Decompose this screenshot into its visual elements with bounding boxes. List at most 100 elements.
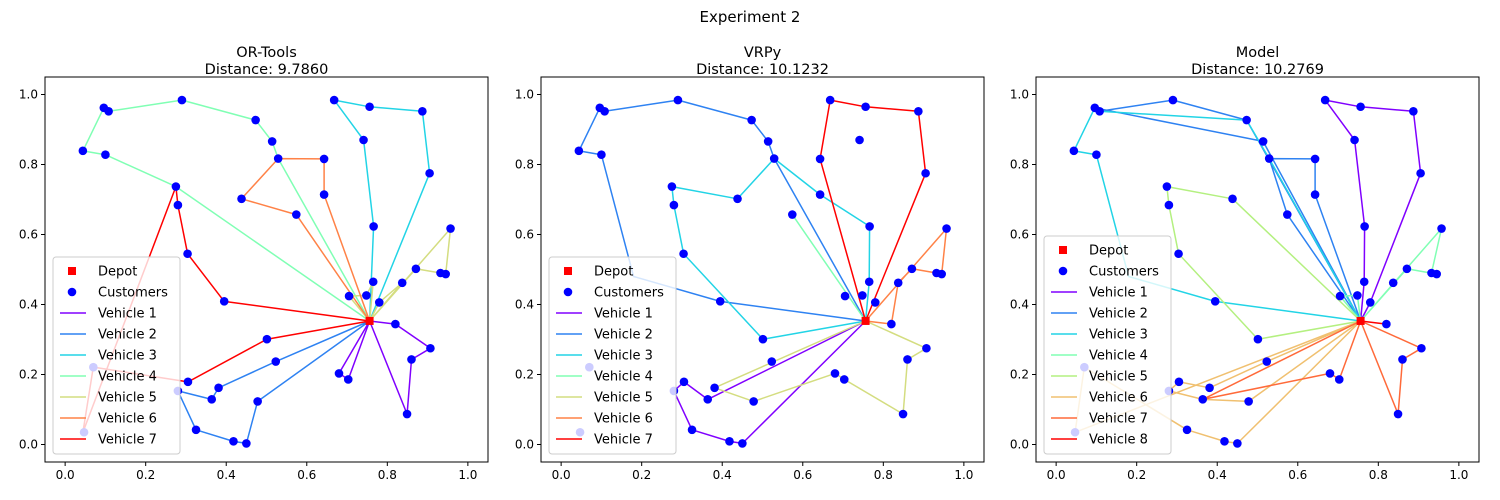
customer-point — [1262, 357, 1272, 366]
legend-label: Vehicle 6 — [594, 412, 653, 427]
customer-point — [1228, 194, 1237, 204]
legend-label: Vehicle 7 — [98, 433, 157, 448]
customer-point — [1388, 278, 1398, 288]
customer-point — [1360, 222, 1369, 231]
customer-point — [411, 264, 421, 274]
customer-point — [183, 249, 192, 259]
x-tick-label: 0.8 — [874, 468, 893, 482]
customer-point — [319, 190, 329, 199]
depot-marker — [861, 316, 870, 325]
customer-point — [1233, 439, 1242, 448]
customer-point — [1382, 319, 1391, 329]
legend-label: Depot — [98, 265, 137, 280]
customer-point — [365, 102, 374, 112]
customer-point — [273, 154, 283, 163]
y-tick-label: 1.0 — [515, 88, 534, 102]
customer-point — [374, 298, 384, 307]
customer-point — [1182, 425, 1192, 435]
customer-point — [574, 146, 584, 156]
chart-subtitle: Distance: 10.2769 — [1191, 62, 1324, 78]
customer-point — [1417, 343, 1426, 353]
customer-point — [344, 291, 354, 301]
customer-point — [104, 107, 113, 116]
legend-label: Vehicle 3 — [594, 349, 653, 364]
customer-point — [1334, 375, 1344, 384]
customer-point — [1205, 383, 1214, 393]
legend-box — [548, 256, 677, 455]
customer-point — [397, 278, 407, 288]
customer-point — [267, 137, 277, 146]
customer-point — [1353, 291, 1362, 300]
route-line-vehicle-3 — [1073, 107, 1362, 322]
legend-label: Vehicle 1 — [1089, 286, 1148, 301]
customer-point — [1242, 115, 1251, 125]
customer-point — [207, 395, 217, 404]
chart-subtitle: Distance: 9.7860 — [205, 62, 329, 78]
depot-marker — [1356, 316, 1365, 325]
customer-point — [600, 107, 609, 116]
depot-marker — [365, 316, 374, 325]
legend-depot-marker — [1059, 246, 1067, 254]
customer-point — [864, 277, 874, 287]
customer-point — [242, 439, 251, 448]
customer-point — [1164, 200, 1174, 210]
customer-point — [1310, 190, 1320, 199]
customer-point — [858, 291, 867, 300]
legend-label: Vehicle 5 — [594, 391, 653, 406]
customer-point — [914, 107, 923, 116]
customer-point — [253, 397, 262, 406]
y-tick-label: 0.0 — [1010, 438, 1029, 452]
customer-point — [171, 182, 181, 191]
customer-point — [1069, 146, 1079, 156]
customer-point — [1220, 437, 1229, 446]
y-tick-label: 0.6 — [1010, 228, 1029, 242]
x-tick-label: 1.0 — [954, 468, 973, 482]
y-tick-label: 0.0 — [19, 438, 38, 452]
legend-box — [1043, 235, 1172, 455]
customer-point — [369, 222, 378, 231]
legend-label: Vehicle 6 — [98, 412, 157, 427]
x-tick-label: 0.0 — [552, 468, 571, 482]
customer-point — [703, 395, 713, 404]
customer-point — [214, 383, 223, 393]
customer-point — [183, 377, 193, 387]
customer-point — [1350, 135, 1359, 145]
y-tick-label: 1.0 — [1010, 88, 1029, 102]
customer-point — [1356, 102, 1365, 112]
axes-frame — [1035, 76, 1480, 463]
legend-depot-marker — [68, 267, 76, 275]
customer-point — [830, 369, 840, 378]
legend-label: Vehicle 4 — [1089, 349, 1148, 364]
customer-point — [903, 355, 912, 364]
y-tick-label: 0.2 — [1010, 368, 1029, 382]
legend-customer-marker — [67, 287, 77, 297]
customer-point — [725, 437, 734, 446]
customer-point — [870, 298, 880, 307]
customer-point — [426, 343, 435, 353]
legend-label: Vehicle 7 — [594, 433, 653, 448]
customer-point — [191, 425, 201, 435]
customer-point — [359, 135, 368, 145]
customer-point — [1162, 182, 1172, 191]
x-tick-label: 0.4 — [713, 468, 732, 482]
customer-point — [788, 210, 797, 219]
y-tick-label: 0.8 — [1010, 158, 1029, 172]
customer-point — [362, 291, 371, 300]
customer-point — [679, 377, 689, 387]
y-tick-label: 0.6 — [515, 228, 534, 242]
customer-point — [865, 222, 874, 231]
legend-label: Customers — [98, 286, 168, 301]
x-tick-label: 0.6 — [297, 468, 316, 482]
legend: Depot Customers Vehicle 1 Vehicle 2 Vehicle … — [52, 256, 181, 455]
customer-point — [334, 369, 344, 378]
customer-point — [839, 375, 849, 384]
route-line-vehicle-1 — [1324, 99, 1422, 322]
legend-label: Customers — [594, 286, 664, 301]
legend-depot-marker — [564, 267, 572, 275]
customer-point — [1264, 154, 1274, 163]
customer-point — [907, 264, 917, 274]
x-tick-label: 0.4 — [217, 468, 236, 482]
